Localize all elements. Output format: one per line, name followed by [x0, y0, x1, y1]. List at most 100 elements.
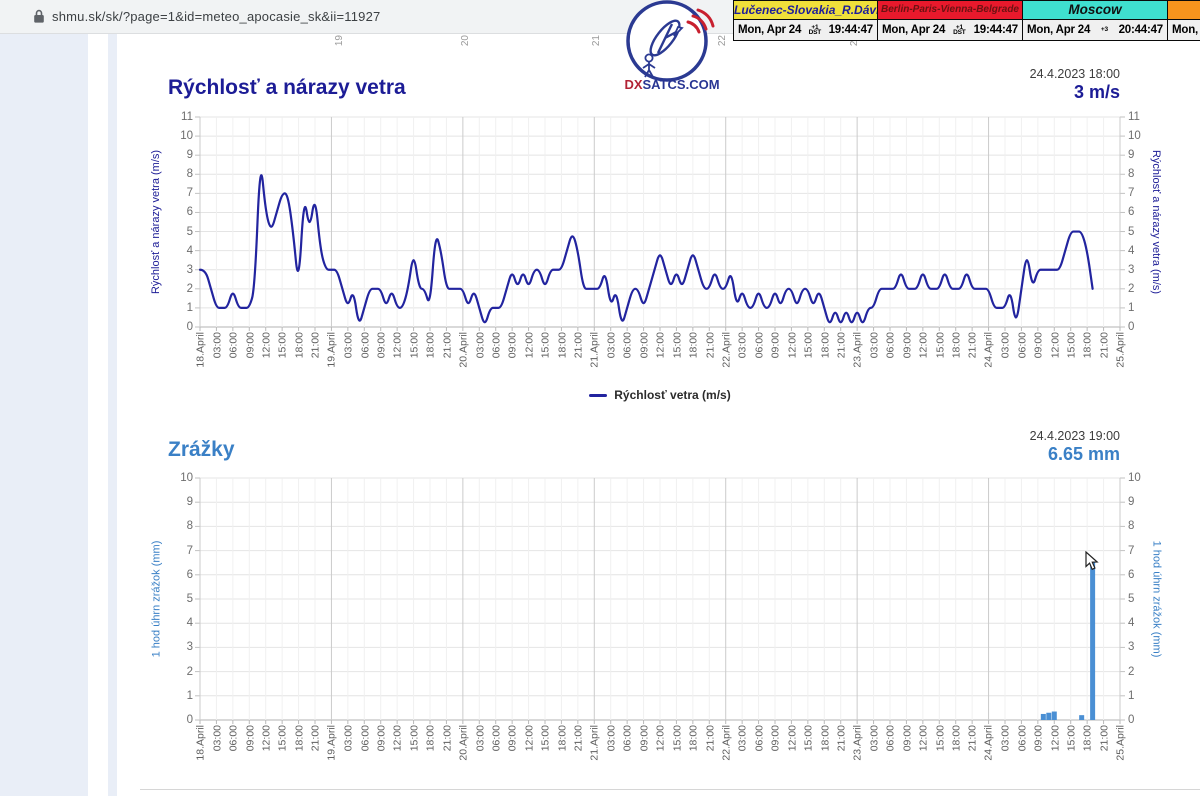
y-tick-label: 11 [181, 111, 193, 123]
left-panel-strip [108, 33, 117, 796]
y-tick-label: 7 [186, 187, 193, 200]
x-tick-label: 15:00 [670, 725, 683, 752]
y-tick-label: 8 [1128, 168, 1135, 181]
y-tick-label: 6 [186, 568, 193, 581]
x-tick-label: 15:00 [276, 332, 289, 359]
x-tick-label: 18:00 [687, 725, 700, 752]
x-tick-label: 09:00 [506, 332, 519, 359]
x-tick-label: 06:00 [753, 332, 766, 359]
x-tick-label: 03:00 [736, 725, 749, 752]
y-tick-label: 3 [186, 263, 193, 276]
x-tick-label: 09:00 [375, 725, 388, 752]
x-tick-label: 24.April [983, 332, 996, 368]
x-tick-label: 03:00 [473, 725, 486, 752]
x-tick-label: 18.April [194, 332, 207, 368]
clock-time-row: Mon, Apr 24 +1 DST 19:44:47 [734, 20, 877, 40]
y-tick-label: 11 [1128, 111, 1140, 123]
x-tick-label: 18:00 [1081, 332, 1094, 359]
clock-time-row: Mon, [1168, 20, 1200, 40]
x-tick-label: 18:00 [950, 725, 963, 752]
x-tick-label: 12:00 [260, 725, 273, 752]
x-tick-label: 06:00 [753, 725, 766, 752]
padlock-icon[interactable] [33, 9, 45, 29]
x-tick-label: 18:00 [818, 725, 831, 752]
y-tick-label: 4 [1128, 617, 1135, 630]
cropped-chart-tick-label: 20 [460, 35, 472, 47]
x-tick-label: 03:00 [473, 332, 486, 359]
x-tick-label: 20.April [457, 332, 470, 368]
x-tick-label: 09:00 [375, 332, 388, 359]
wind-current-value: 3 m/s [1073, 82, 1120, 102]
x-tick-label: 18:00 [818, 332, 831, 359]
x-tick-label: 15:00 [933, 725, 946, 752]
y-tick-label: 5 [1128, 225, 1135, 238]
x-tick-label: 21:00 [1098, 332, 1111, 359]
clock-time: 19:44:47 [973, 24, 1019, 36]
x-tick-label: 21:00 [966, 725, 979, 752]
x-tick-label: 21:00 [572, 725, 585, 752]
x-tick-label: 21:00 [309, 725, 322, 752]
x-tick-label: 15:00 [276, 725, 289, 752]
clock-date: Mon, Apr 24 [1027, 24, 1091, 36]
x-tick-label: 03:00 [605, 332, 618, 359]
x-tick-label: 03:00 [736, 332, 749, 359]
x-tick-label: 06:00 [227, 332, 240, 359]
y-tick-label: 4 [1128, 244, 1135, 257]
frame-bottom-border [140, 789, 1200, 790]
x-tick-label: 20.April [457, 725, 470, 761]
precip-bar [1046, 712, 1052, 720]
x-tick-label: 09:00 [506, 725, 519, 752]
dxsatcs-logo[interactable]: DXSATCS.COM [620, 0, 724, 99]
x-tick-label: 03:00 [999, 332, 1012, 359]
clock-city-label [1168, 1, 1200, 20]
url-text[interactable]: shmu.sk/sk/?page=1&id=meteo_apocasie_sk&… [52, 9, 381, 24]
x-tick-label: 18:00 [293, 725, 306, 752]
y-tick-label: 2 [186, 282, 193, 295]
clock-city-label: Berlin-Paris-Vienna-Belgrade [878, 1, 1022, 20]
precip-chart-title: Zrážky [168, 438, 235, 461]
y-tick-label: 1 [186, 301, 193, 314]
wind-chart-plot[interactable] [195, 116, 1125, 331]
x-tick-label: 19.April [325, 725, 338, 761]
x-tick-label: 21.April [588, 725, 601, 761]
x-tick-label: 18.April [194, 725, 207, 761]
x-tick-label: 09:00 [243, 332, 256, 359]
signal-waves-icon [686, 8, 715, 34]
x-tick-label: 06:00 [884, 725, 897, 752]
x-tick-label: 03:00 [210, 725, 223, 752]
x-tick-label: 18:00 [424, 725, 437, 752]
y-tick-label: 6 [1128, 206, 1135, 219]
y-tick-label: 5 [186, 225, 193, 238]
y-tick-label: 5 [1128, 593, 1135, 605]
x-tick-label: 15:00 [1065, 725, 1078, 752]
y-tick-label: 7 [1128, 544, 1135, 557]
y-tick-label: 9 [186, 149, 193, 162]
x-tick-label: 19.April [325, 332, 338, 368]
left-panel [0, 33, 88, 796]
x-tick-label: 06:00 [884, 332, 897, 359]
y-tick-label: 2 [1128, 282, 1135, 295]
x-tick-label: 21:00 [309, 332, 322, 359]
clock-city-label: Lučenec-Slovakia_R.Dávid [734, 1, 877, 20]
x-tick-label: 12:00 [1048, 332, 1061, 359]
precip-chart-plot[interactable] [195, 477, 1125, 724]
x-tick-label: 21:00 [440, 332, 453, 359]
clock-offset: +1 DST [808, 23, 822, 36]
clock-offset: +1 DST [953, 23, 966, 36]
x-tick-label: 06:00 [490, 332, 503, 359]
x-tick-label: 15:00 [539, 725, 552, 752]
x-tick-label: 12:00 [917, 725, 930, 752]
y-tick-label: 7 [1128, 187, 1135, 200]
precip-bar [1090, 559, 1096, 720]
x-tick-label: 03:00 [342, 725, 355, 752]
clock-date: Mon, Apr 24 [738, 24, 802, 36]
x-tick-label: 18:00 [950, 332, 963, 359]
x-tick-label: 25.April [1114, 725, 1127, 761]
y-tick-label: 0 [1128, 714, 1135, 726]
clock-city-label: Moscow [1023, 1, 1167, 20]
y-tick-label: 10 [1128, 472, 1141, 484]
x-tick-label: 15:00 [933, 332, 946, 359]
clock-date: Mon, [1172, 24, 1199, 36]
y-tick-label: 2 [186, 665, 193, 678]
